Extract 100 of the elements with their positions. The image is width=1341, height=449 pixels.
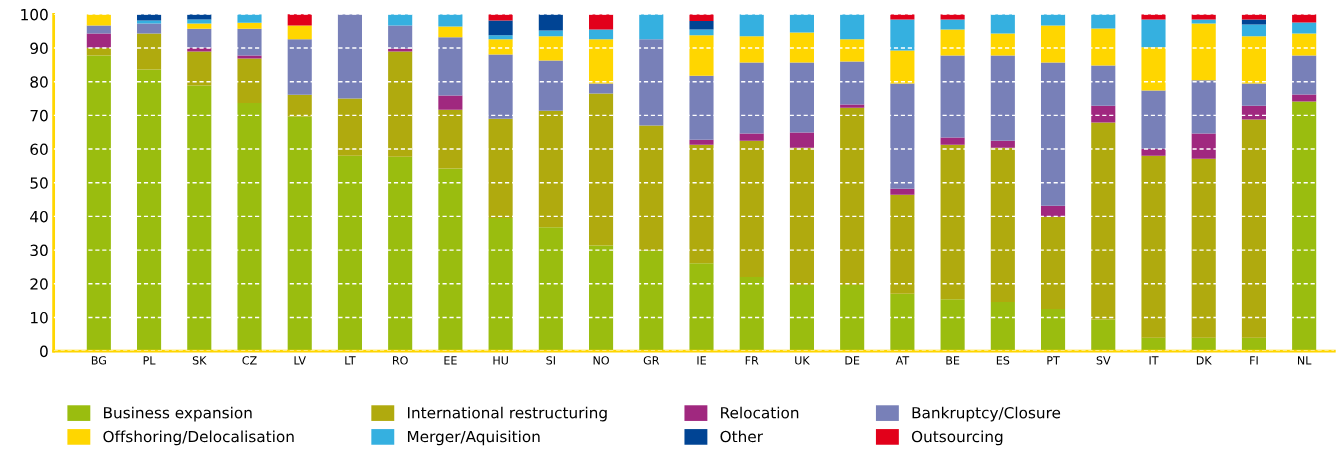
bar	[287, 14, 312, 26]
bar	[1292, 22, 1317, 34]
legend-label: International restructuring	[407, 406, 607, 422]
bar	[589, 29, 614, 40]
bar	[739, 277, 764, 352]
x-tick-label: FR	[745, 356, 759, 365]
bar	[639, 39, 664, 126]
bar	[1241, 83, 1266, 106]
bar	[137, 69, 162, 352]
bar	[538, 36, 563, 61]
bar	[287, 116, 312, 352]
bar	[287, 94, 312, 117]
bar	[1091, 28, 1116, 66]
bar	[1091, 65, 1116, 106]
bar	[1041, 216, 1066, 310]
bar	[488, 20, 513, 36]
x-tick-label: LV	[294, 356, 306, 365]
x-tick-label: CZ	[242, 356, 257, 365]
legend-label: Merger/Aquisition	[407, 430, 540, 446]
x-tick-label: IT	[1149, 356, 1159, 365]
bar	[388, 156, 413, 352]
bar	[1292, 101, 1317, 352]
bar	[337, 14, 362, 99]
y-tick-label: 30	[30, 244, 48, 257]
x-tick-label: DK	[1196, 356, 1212, 365]
bar	[1091, 122, 1116, 320]
bar	[990, 55, 1015, 141]
bar	[1141, 148, 1166, 156]
bar	[538, 227, 563, 352]
bar	[1041, 205, 1066, 217]
bar	[789, 147, 814, 286]
bar	[488, 39, 513, 55]
legend-label: Offshoring/Delocalisation	[103, 430, 294, 446]
bar	[187, 85, 212, 352]
bar	[689, 21, 714, 30]
y-tick-label: 50	[30, 177, 48, 189]
bar	[689, 144, 714, 264]
bar	[639, 14, 664, 40]
bar	[538, 60, 563, 111]
bar	[1091, 105, 1116, 123]
bar	[1041, 25, 1066, 63]
bar	[840, 14, 865, 40]
y-tick-label: 60	[30, 143, 48, 156]
x-tick-label: PT	[1047, 356, 1060, 365]
bar	[589, 39, 614, 84]
bar	[1191, 158, 1216, 338]
bar	[438, 168, 463, 352]
x-tick-label: DE	[845, 356, 860, 365]
legend-label: Bankruptcy/Closure	[912, 406, 1061, 422]
bar	[1041, 62, 1066, 206]
bar	[689, 29, 714, 36]
bar	[739, 14, 764, 37]
bar	[137, 20, 162, 24]
y-tick-label: 70	[30, 109, 48, 122]
bar	[840, 107, 865, 286]
bar	[739, 133, 764, 141]
legend-label: Relocation	[721, 406, 799, 419]
bar	[1241, 36, 1266, 84]
bar	[940, 55, 965, 138]
bar	[990, 301, 1015, 352]
bar	[388, 51, 413, 157]
bar	[1241, 19, 1266, 25]
bar	[739, 62, 764, 134]
legend-label: Business expansion	[104, 406, 252, 422]
bar	[237, 55, 262, 59]
bar	[589, 93, 614, 246]
y-tick-label: 100	[21, 8, 48, 21]
bar	[1292, 33, 1317, 56]
bar	[890, 194, 915, 294]
bar	[438, 14, 463, 27]
x-tick-label: IE	[697, 356, 706, 365]
bar	[1141, 47, 1166, 91]
bar	[287, 25, 312, 40]
bar	[990, 14, 1015, 34]
x-tick-label: EE	[444, 356, 457, 365]
bar	[589, 245, 614, 352]
bar	[1141, 337, 1166, 352]
bar	[789, 14, 814, 33]
bar	[639, 125, 664, 251]
bar	[187, 19, 212, 24]
bar	[538, 110, 563, 228]
bar	[1041, 309, 1066, 352]
bar	[1141, 90, 1166, 149]
bar	[789, 62, 814, 133]
bar	[689, 14, 714, 22]
x-tick-label: PL	[143, 356, 156, 365]
bar	[990, 33, 1015, 56]
bar	[237, 14, 262, 23]
y-tick-label: 10	[31, 311, 48, 324]
x-tick-label: ES	[996, 356, 1010, 365]
bar	[86, 25, 111, 34]
bar	[538, 14, 563, 31]
bar	[438, 37, 463, 96]
bar	[789, 285, 814, 352]
bar	[639, 250, 664, 352]
bar	[438, 109, 463, 169]
x-tick-label: NO	[593, 356, 609, 365]
bar	[890, 293, 915, 352]
bar	[739, 140, 764, 278]
bar	[1191, 80, 1216, 134]
